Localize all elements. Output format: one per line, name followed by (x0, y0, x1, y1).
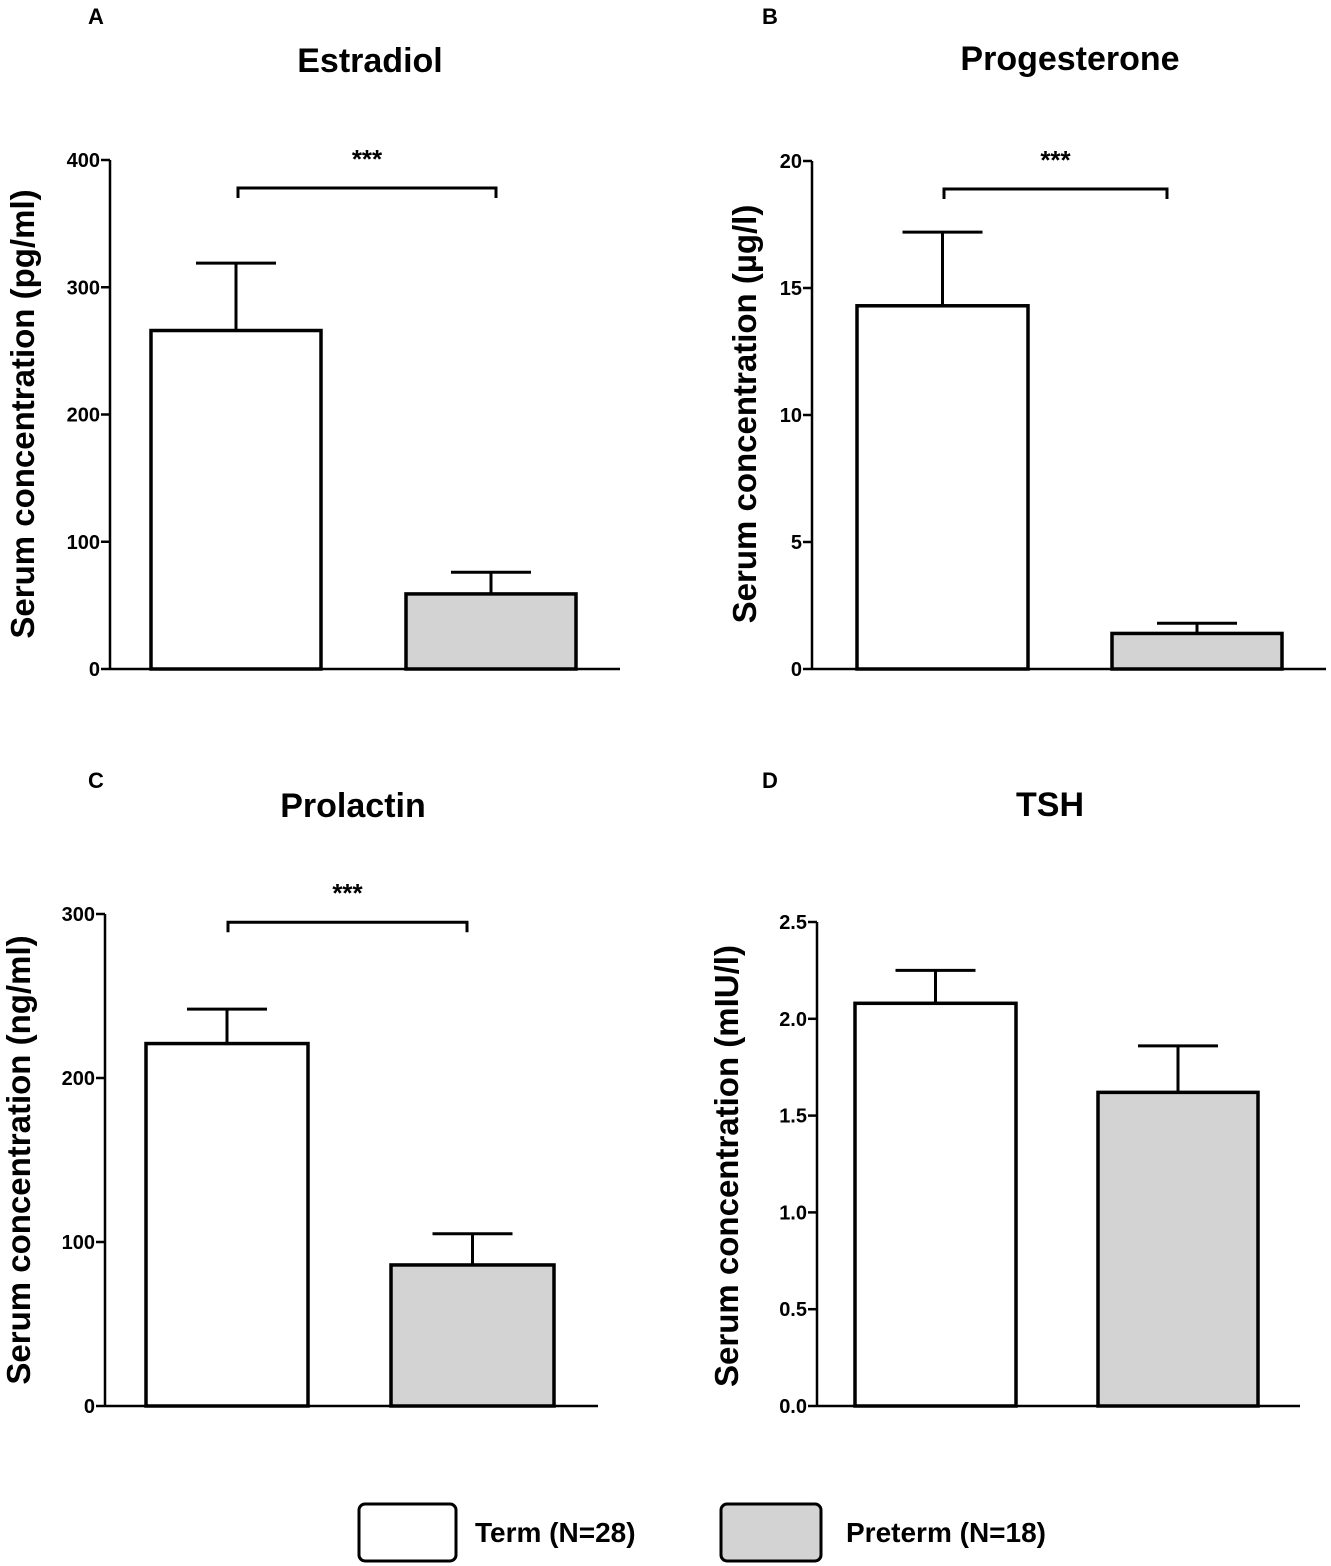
legend-swatch-term (357, 1502, 458, 1563)
bracket-line (236, 186, 498, 198)
panel-c-errorbar-term (187, 1007, 267, 1044)
panel-d-errorbar-term (895, 968, 976, 1004)
panel-a-ytick-label: 400 (67, 150, 100, 172)
panel-c-ytick-label: 300 (62, 904, 95, 926)
panel-b-letter: B (762, 4, 778, 29)
panel-d-errorbar-preterm (1138, 1044, 1218, 1093)
panel-b-ytick-label: 15 (780, 278, 802, 300)
panel-a-significance-label: *** (352, 144, 383, 174)
panel-a-bar-preterm (404, 592, 578, 671)
panel-d: D TSH Serum concentration (mIU/l) 0.0 0.5 1.0… (708, 768, 1300, 1418)
panel-b-ylabel: Serum concentration (µg/l) (726, 205, 763, 624)
panel-a: A Estradiol Serum concentration (pg/ml) 0 10… (4, 4, 620, 681)
panel-b-ytick-label: 10 (780, 405, 802, 427)
panel-d-ytick-label: 1.0 (779, 1202, 807, 1224)
panel-b-ytick-label: 0 (791, 659, 802, 681)
panel-c-significance-label: *** (332, 878, 363, 908)
panel-a-letter: A (88, 4, 104, 29)
bracket-line (942, 187, 1169, 199)
panel-c-ytick-label: 0 (84, 1396, 95, 1418)
panel-b-bar-term (855, 304, 1030, 671)
panel-d-ytick-label: 2.5 (779, 912, 807, 934)
panel-c-title: Prolactin (280, 787, 425, 825)
panel-a-errorbar-preterm (451, 570, 531, 594)
panel-d-bar-term (853, 1001, 1018, 1408)
panel-b-significance-bracket: *** (942, 145, 1169, 199)
panel-d-ytick-label: 1.5 (779, 1106, 807, 1128)
panel-c-significance-bracket: *** (226, 878, 469, 933)
panel-a-ytick-label: 200 (67, 405, 100, 427)
panel-c-ytick-label: 100 (62, 1232, 95, 1254)
panel-b-errorbar-term (902, 230, 983, 306)
panel-a-ytick-label: 0 (89, 659, 100, 681)
panel-a-ytick-label: 100 (67, 532, 100, 554)
panel-d-bar-preterm (1096, 1090, 1260, 1408)
legend-swatch-preterm (719, 1502, 823, 1563)
panel-d-letter: D (762, 768, 778, 793)
panel-c-bar-term (144, 1041, 310, 1408)
panel-b-errorbar-preterm (1157, 621, 1237, 634)
panel-a-title: Estradiol (297, 42, 442, 80)
panel-d-ytick-label: 0.5 (779, 1299, 807, 1321)
panel-d-title: TSH (1016, 786, 1084, 824)
panel-b-significance-label: *** (1040, 145, 1071, 175)
panel-b-ytick-label: 5 (791, 532, 802, 554)
panel-c-errorbar-preterm (432, 1232, 513, 1265)
panel-a-ylabel: Serum concentration (pg/ml) (4, 189, 41, 638)
chart-panels: A Estradiol Serum concentration (pg/ml) 0 10… (0, 4, 1326, 1418)
panel-a-bar-term (149, 328, 323, 671)
legend-label-preterm: Preterm (N=18) (846, 1517, 1046, 1548)
panel-b-ytick-label: 20 (780, 151, 802, 173)
legend: Term (N=28) Preterm (N=18) (357, 1502, 1046, 1563)
legend-label-term: Term (N=28) (475, 1517, 636, 1548)
panel-a-significance-bracket: *** (236, 144, 498, 198)
panel-b-title: Progesterone (960, 40, 1179, 78)
panel-a-errorbar-term (196, 261, 276, 331)
panel-c-ylabel: Serum concentration (ng/ml) (0, 935, 37, 1384)
bracket-line (226, 920, 469, 933)
panel-c-letter: C (88, 768, 104, 793)
panel-d-ytick-label: 0.0 (779, 1396, 807, 1418)
panel-d-ytick-label: 2.0 (779, 1009, 807, 1031)
panel-c: C Prolactin Serum concentration (ng/ml) 0 10… (0, 768, 598, 1418)
panel-d-ylabel: Serum concentration (mIU/l) (708, 945, 745, 1387)
panel-c-bar-preterm (389, 1263, 556, 1408)
panel-a-ytick-label: 300 (67, 277, 100, 299)
panel-b-bar-preterm (1110, 631, 1284, 671)
panel-b: B Progesterone Serum concentration (µg/l) 0… (726, 4, 1326, 681)
panel-c-ytick-label: 200 (62, 1068, 95, 1090)
